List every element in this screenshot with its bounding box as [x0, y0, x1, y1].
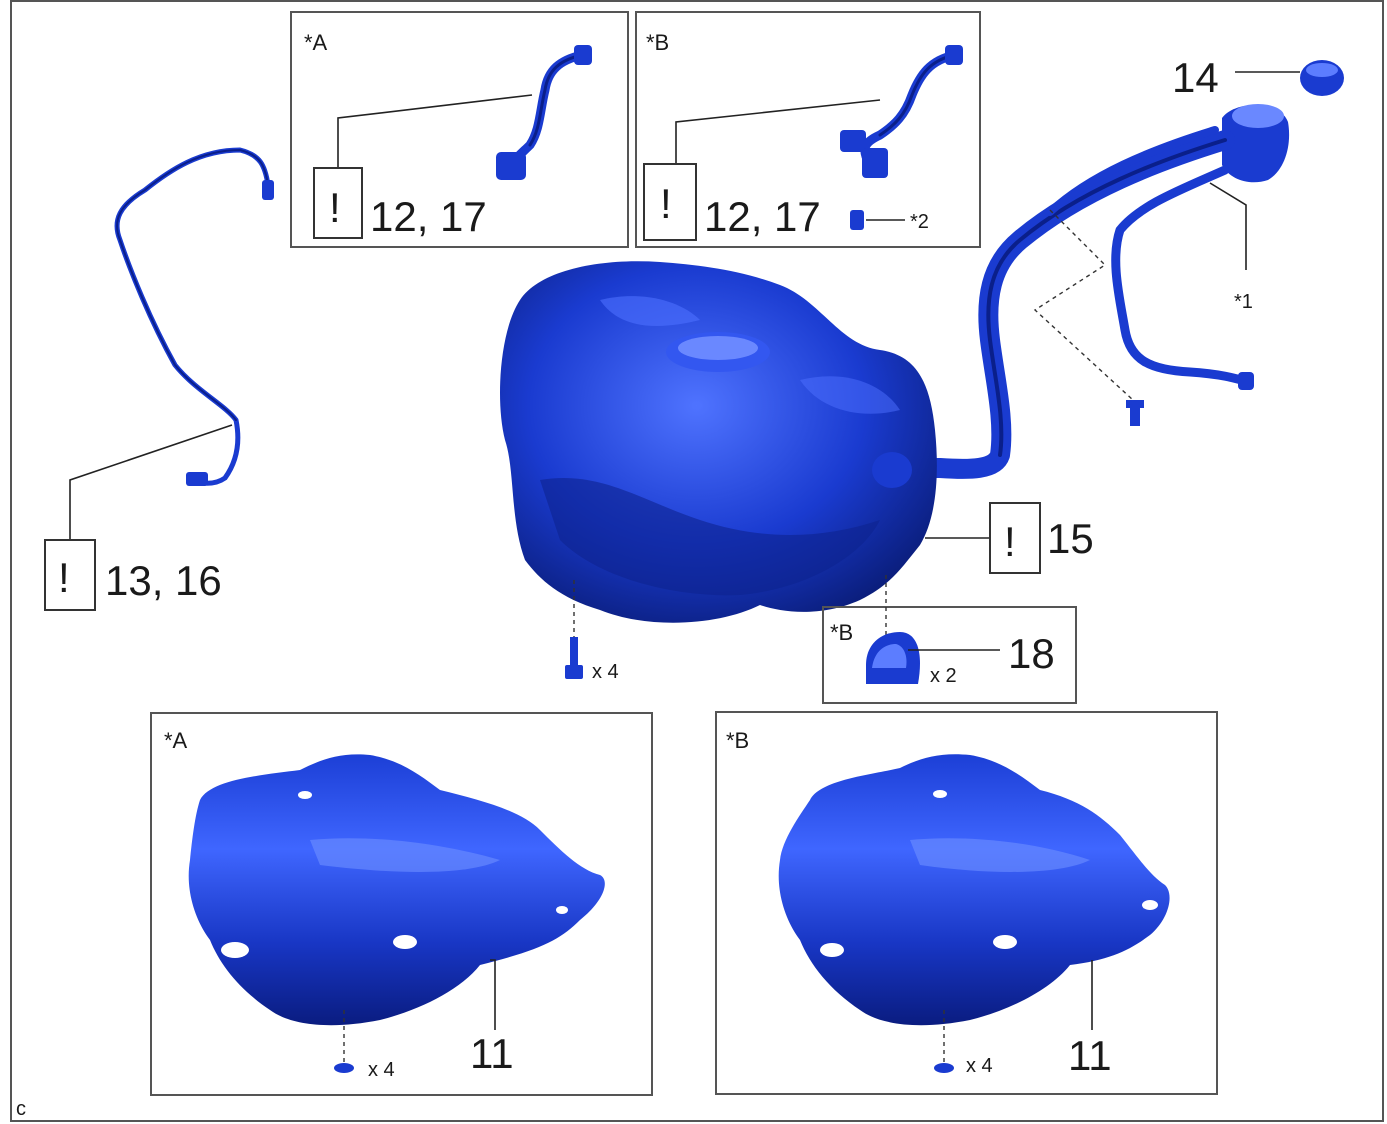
outer-frame — [10, 0, 1384, 1122]
callout-hose-b: 12, 17 — [704, 193, 821, 240]
callout-protector-b: 11 — [1068, 1032, 1112, 1079]
fuel-filler-assembly: 14 *1 — [870, 54, 1344, 479]
qty-clips-b: x 4 — [966, 1055, 993, 1077]
qty-clamps: x 2 — [930, 665, 957, 687]
caution-glyph-b: ! — [660, 180, 672, 227]
callout-fuel-cap: 14 — [1172, 54, 1219, 101]
callout-clamp: 18 — [1008, 630, 1055, 677]
inset-b-clamp: *B 18 x 2 — [822, 575, 1077, 704]
fuel-tank-protector-a — [188, 754, 605, 1026]
corner-code: c — [16, 1098, 26, 1120]
inset-a-tag: *A — [304, 30, 328, 55]
inset-b-top: *B *2 ! 12, 17 — [635, 11, 981, 248]
inset-b-tag: *B — [646, 30, 669, 55]
caution-glyph-a: ! — [329, 184, 341, 231]
tank-bolt — [570, 637, 578, 667]
callout-tank: 15 — [1047, 515, 1094, 562]
inset-a-protector: *A 11 x 4 — [150, 712, 653, 1096]
callout-hose-a: 12, 17 — [370, 193, 487, 240]
inset-b-protector-tag: *B — [726, 728, 749, 753]
caution-glyph-tank: ! — [1004, 518, 1016, 565]
brake-line: ! 13, 16 — [44, 147, 274, 611]
callout-protector-a: 11 — [470, 1030, 514, 1077]
filler-bolt — [1130, 404, 1140, 426]
caution-glyph-brake: ! — [58, 554, 70, 601]
clip-b — [934, 1063, 954, 1073]
note-2: *2 — [910, 211, 929, 233]
inset-a-protector-tag: *A — [164, 728, 188, 753]
inset-a-top: *A ! 12, 17 — [290, 11, 629, 248]
note-1: *1 — [1234, 291, 1253, 313]
clip-a — [334, 1063, 354, 1073]
fuel-tank-protector-b — [778, 754, 1170, 1026]
fuel-tank: ! 15 x 4 — [500, 261, 1094, 683]
qty-bolts: x 4 — [592, 661, 619, 683]
qty-clips-a: x 4 — [368, 1059, 395, 1081]
caution-mark-brake — [44, 539, 96, 611]
caution-mark-b — [643, 163, 697, 241]
small-clip — [850, 210, 864, 230]
caution-mark-tank — [989, 502, 1041, 574]
inset-b-clamp-tag: *B — [830, 620, 853, 645]
callout-brake-line: 13, 16 — [105, 557, 222, 604]
inset-b-protector: *B 11 x 4 — [715, 711, 1218, 1095]
caution-mark-a — [313, 167, 363, 239]
